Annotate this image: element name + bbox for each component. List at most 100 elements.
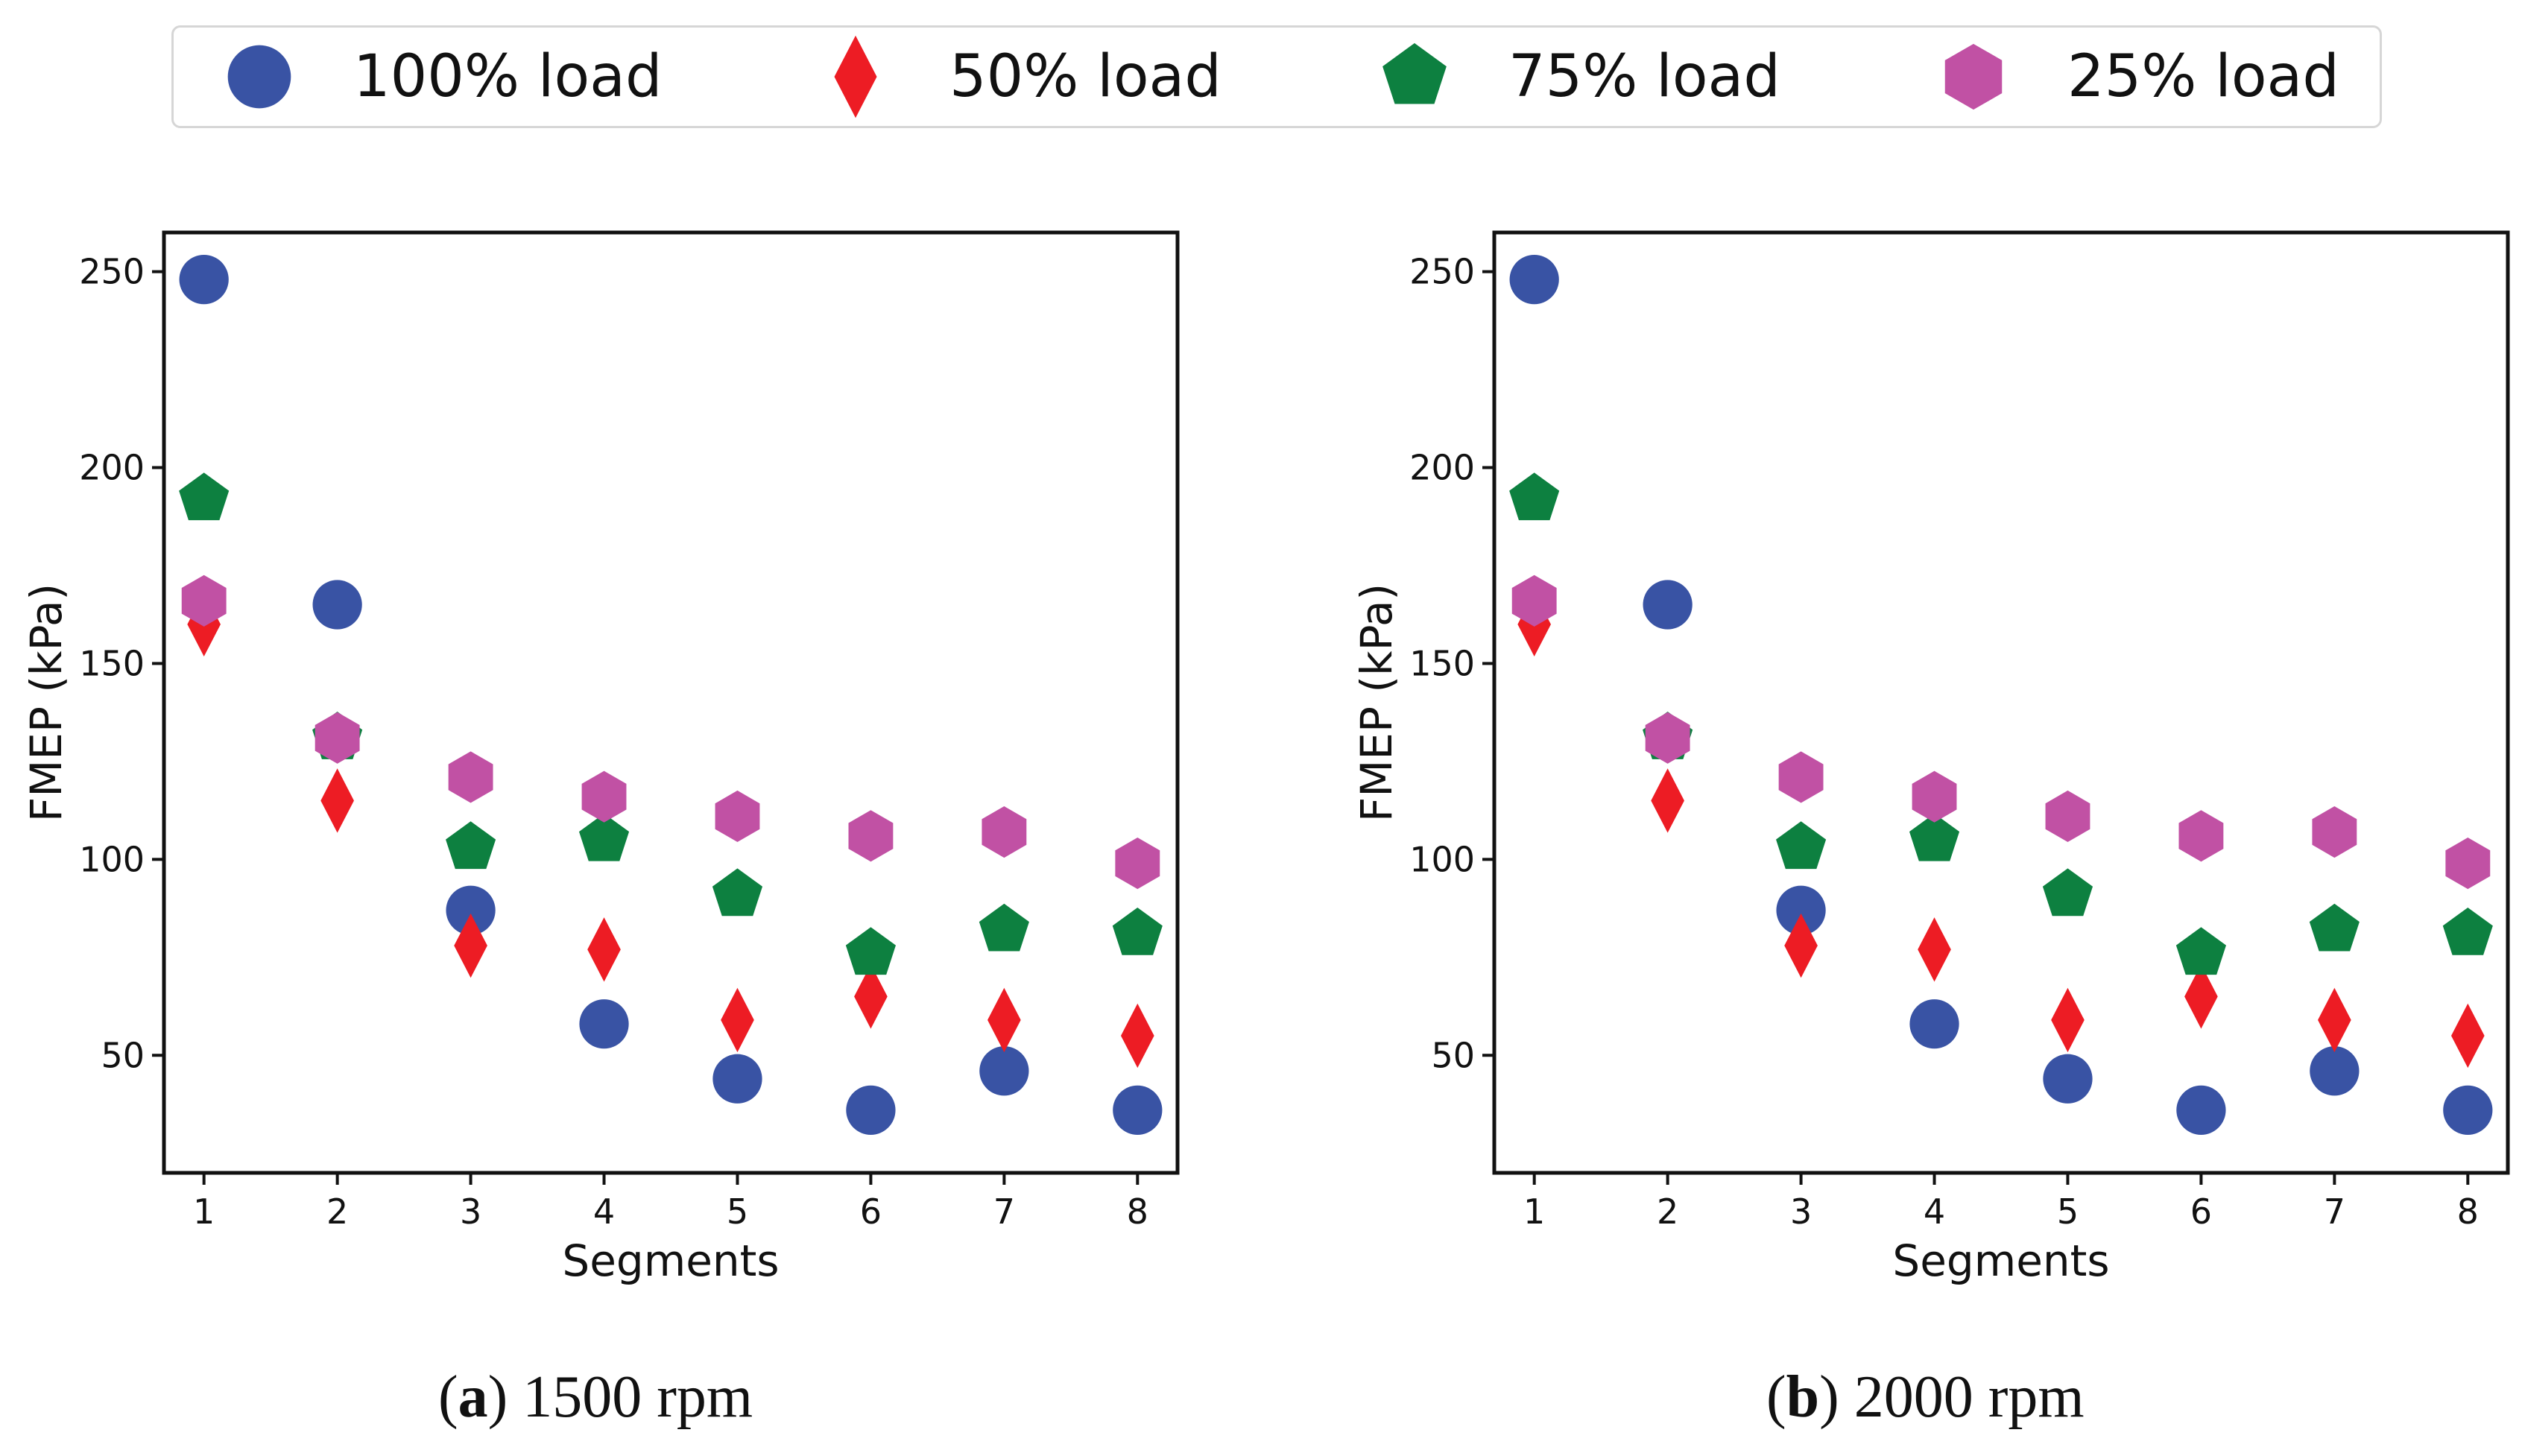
x-tick-label: 6 xyxy=(860,1191,882,1232)
x-tick-label: 5 xyxy=(2057,1191,2079,1232)
point-diamond-seg-5 xyxy=(2051,987,2085,1053)
point-hexagon-seg-8 xyxy=(1115,838,1160,890)
point-pentagon-seg-3 xyxy=(446,821,496,870)
caption-a: (a) 1500 rpm xyxy=(438,1364,753,1430)
point-diamond-seg-8 xyxy=(2450,1003,2485,1069)
legend-marker-circle xyxy=(227,45,291,109)
legend-hexagon-icon xyxy=(1944,43,2003,110)
legend-diamond-icon xyxy=(834,35,877,118)
point-circle-seg-2 xyxy=(312,580,362,630)
point-hexagon-seg-1 xyxy=(1511,575,1557,627)
legend-circle-icon xyxy=(227,45,291,109)
y-axis-title: FMEP (kPa) xyxy=(21,583,72,822)
x-tick-label: 7 xyxy=(2324,1191,2345,1232)
y-tick-label: 100 xyxy=(79,839,145,879)
point-pentagon-seg-4 xyxy=(578,813,630,861)
point-pentagon-seg-1 xyxy=(1509,472,1560,521)
x-tick-label: 8 xyxy=(1127,1191,1148,1232)
point-hexagon-seg-2 xyxy=(315,712,360,764)
caption-letter: b xyxy=(1786,1364,1820,1430)
point-diamond-seg-2 xyxy=(1651,768,1684,833)
chart-1500-rpm: 50 100 150 200 250 1 2 3 4 5 6 7 8 Segments FMEP (kPa) xyxy=(21,230,1180,1286)
point-circle-seg-4 xyxy=(1909,999,1959,1049)
caption-text: 1500 rpm xyxy=(508,1364,753,1430)
x-tick-label: 4 xyxy=(1924,1191,1945,1232)
point-pentagon-seg-8 xyxy=(2442,907,2493,955)
point-hexagon-seg-7 xyxy=(982,805,1027,858)
caption-text: 2000 rpm xyxy=(1839,1364,2085,1430)
point-circle-seg-2 xyxy=(1643,580,1693,630)
x-tick-label: 4 xyxy=(593,1191,615,1232)
legend-marker-pentagon xyxy=(1382,42,1447,104)
point-diamond-seg-8 xyxy=(1120,1003,1154,1069)
point-diamond-seg-5 xyxy=(721,987,754,1053)
point-circle-seg-6 xyxy=(2176,1085,2226,1135)
point-diamond-seg-7 xyxy=(2318,987,2351,1053)
x-axis-title: Segments xyxy=(562,1235,779,1286)
x-tick-label: 3 xyxy=(1790,1191,1812,1232)
point-diamond-seg-3 xyxy=(1784,913,1818,978)
legend-label: 50% load xyxy=(949,43,1222,110)
y-tick-label: 250 xyxy=(79,252,145,292)
legend-marker-hexagon xyxy=(1944,43,2003,110)
point-diamond-seg-3 xyxy=(454,913,487,978)
x-tick-label: 1 xyxy=(193,1191,215,1232)
point-circle-seg-1 xyxy=(1509,254,1559,305)
point-hexagon-seg-6 xyxy=(2178,810,2224,862)
y-tick-label: 150 xyxy=(1409,643,1475,683)
y-tick-label: 150 xyxy=(79,643,145,683)
x-tick-label: 7 xyxy=(993,1191,1015,1232)
point-hexagon-seg-5 xyxy=(2045,790,2090,843)
x-tick-label: 5 xyxy=(727,1191,748,1232)
point-hexagon-seg-3 xyxy=(448,751,493,803)
point-diamond-seg-2 xyxy=(320,768,354,833)
point-hexagon-seg-7 xyxy=(2312,805,2357,858)
point-circle-seg-8 xyxy=(1113,1085,1163,1135)
x-axis-title: Segments xyxy=(1892,1235,2109,1286)
plot-frame xyxy=(1492,230,2510,1175)
point-hexagon-seg-2 xyxy=(1645,712,1690,764)
point-hexagon-seg-6 xyxy=(848,810,894,862)
chart-2000-rpm: 50 100 150 200 250 1 2 3 4 5 6 7 8 Segments FMEP (kPa) xyxy=(1351,230,2510,1286)
x-tick-label: 8 xyxy=(2457,1191,2479,1232)
point-diamond-seg-4 xyxy=(587,917,621,982)
legend-item-100-load: 100% load xyxy=(215,28,663,126)
y-tick-label: 100 xyxy=(1409,839,1475,879)
legend: 100% load 50% load 75% load 25% load xyxy=(171,25,2382,128)
point-circle-seg-3 xyxy=(446,885,496,935)
legend-item-50-load: 50% load xyxy=(811,28,1222,126)
x-tick-label: 2 xyxy=(326,1191,348,1232)
legend-label: 25% load xyxy=(2067,43,2339,110)
legend-item-75-load: 75% load xyxy=(1370,28,1780,126)
point-pentagon-seg-6 xyxy=(2175,927,2226,975)
plot-frame xyxy=(162,230,1180,1175)
legend-label: 75% load xyxy=(1508,43,1780,110)
legend-pentagon-icon xyxy=(1382,42,1447,104)
point-circle-seg-6 xyxy=(846,1085,896,1135)
y-tick-label: 200 xyxy=(1409,448,1475,488)
x-tick-label: 3 xyxy=(460,1191,481,1232)
point-pentagon-seg-7 xyxy=(979,903,1029,952)
point-hexagon-seg-3 xyxy=(1778,751,1824,803)
point-circle-seg-5 xyxy=(712,1054,762,1104)
caption-b: (b) 2000 rpm xyxy=(1766,1364,2085,1430)
y-tick-label: 50 xyxy=(101,1035,145,1075)
point-diamond-seg-7 xyxy=(987,987,1021,1053)
point-circle-seg-8 xyxy=(2443,1085,2493,1135)
x-tick-label: 6 xyxy=(2190,1191,2212,1232)
point-circle-seg-7 xyxy=(2310,1046,2360,1096)
point-pentagon-seg-4 xyxy=(1909,813,1960,861)
legend-item-25-load: 25% load xyxy=(1929,28,2339,126)
point-hexagon-seg-4 xyxy=(581,770,627,823)
point-pentagon-seg-6 xyxy=(845,927,896,975)
point-circle-seg-1 xyxy=(179,254,229,305)
caption-letter: a xyxy=(458,1364,488,1430)
point-circle-seg-7 xyxy=(979,1046,1029,1096)
point-pentagon-seg-7 xyxy=(2309,903,2360,952)
y-tick-label: 50 xyxy=(1431,1035,1475,1075)
point-pentagon-seg-1 xyxy=(179,472,230,521)
x-tick-label: 2 xyxy=(1657,1191,1678,1232)
y-tick-label: 250 xyxy=(1409,252,1475,292)
legend-marker-diamond xyxy=(834,35,877,118)
point-circle-seg-5 xyxy=(2043,1054,2093,1104)
